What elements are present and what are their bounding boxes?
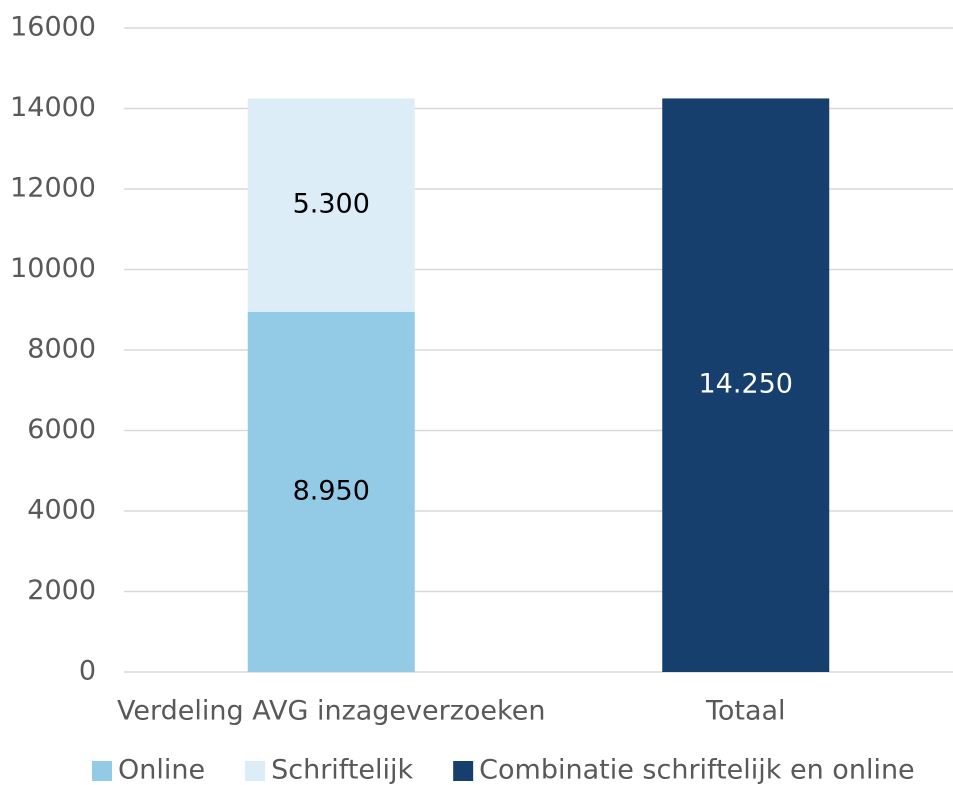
y-tick-label: 12000 (10, 173, 96, 204)
bar-segment (247, 98, 415, 312)
y-tick-label: 2000 (27, 575, 96, 606)
bar-segment (247, 311, 415, 672)
legend-label: Online (118, 755, 205, 785)
data-label: 8.950 (293, 475, 370, 506)
y-tick-label: 10000 (10, 253, 96, 284)
y-tick-label: 4000 (27, 495, 96, 526)
x-tick-label: Verdeling AVG inzageverzoeken (117, 696, 545, 727)
data-label: 5.300 (293, 189, 370, 220)
legend-swatch (453, 761, 474, 781)
legend-label: Combinatie schriftelijk en online (479, 755, 915, 785)
y-tick-label: 6000 (27, 414, 96, 445)
y-tick-label: 16000 (10, 12, 96, 43)
y-tick-label: 8000 (27, 334, 96, 365)
data-label: 14.250 (699, 369, 793, 400)
x-tick-label: Totaal (705, 696, 786, 727)
bar-segment (662, 98, 830, 672)
y-tick-label: 14000 (10, 92, 96, 123)
y-tick-label: 0 (79, 656, 96, 687)
legend-label: Schriftelijk (271, 755, 413, 785)
legend-swatch (92, 761, 112, 781)
legend-swatch (245, 761, 266, 781)
